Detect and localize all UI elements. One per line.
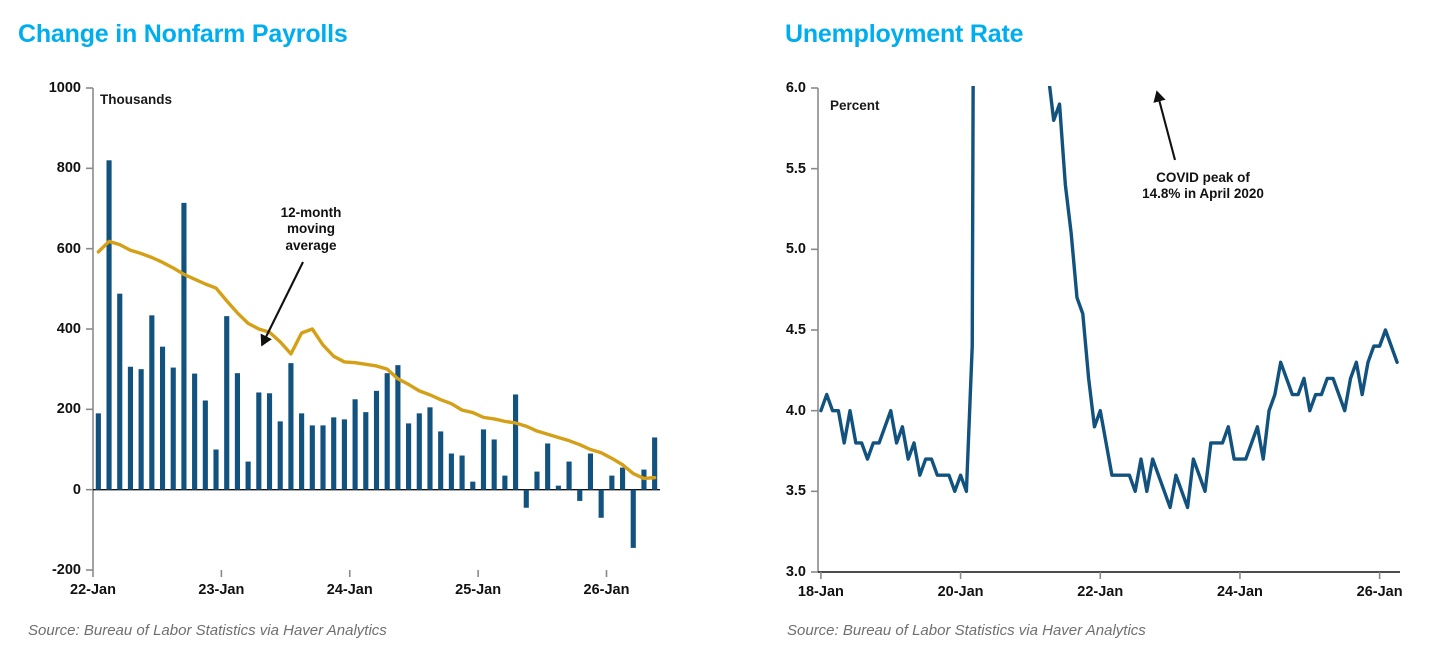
x-axis-tick-label: 18-Jan — [797, 584, 844, 600]
bar — [106, 160, 112, 490]
bar — [256, 392, 262, 490]
bar — [534, 471, 540, 490]
chart-unemployment-rate: 3.0 3.5 4.0 4.5 5.0 5.5 6.0 18-Jan 20-Jan 22-Jan 2… — [720, 0, 1440, 600]
source-note-nonfarm-payrolls: Source: Bureau of Labor Statistics via H… — [28, 622, 387, 639]
bar — [202, 400, 208, 490]
bar — [416, 413, 422, 490]
y-axis-tick-label: 0 — [72, 481, 81, 498]
annotation-covid-peak: COVID peak of 14.8% in April 2020 — [1142, 170, 1264, 202]
y-axis-tick-label: 5.0 — [785, 241, 806, 258]
bar — [181, 202, 187, 490]
bar — [480, 429, 487, 490]
y-axis-tick-label: 3.5 — [785, 483, 806, 500]
bar — [299, 413, 305, 490]
annotation-arrow-moving-average — [260, 261, 304, 347]
y-axis-tick-label: 4.0 — [785, 402, 806, 419]
bar — [309, 425, 315, 490]
x-axis-tick-label: 24-Jan — [1216, 584, 1263, 600]
bar — [341, 419, 347, 490]
bar — [523, 489, 529, 508]
bar — [619, 467, 626, 490]
bar — [395, 365, 401, 490]
bar — [245, 461, 251, 490]
bar — [373, 390, 380, 490]
bar — [234, 373, 240, 490]
bar — [277, 421, 283, 490]
bar — [95, 413, 101, 490]
bar — [513, 394, 519, 490]
bar — [438, 431, 444, 490]
bar — [555, 485, 561, 490]
bar — [427, 407, 433, 490]
x-axis-tick-label: 20-Jan — [937, 584, 984, 600]
y-axis-tick-label: -200 — [51, 562, 81, 578]
bar — [331, 417, 337, 490]
y-axis-tick-label: 1000 — [48, 80, 81, 96]
bar — [587, 453, 594, 490]
chart-nonfarm-payrolls: -200 0 200 400 600 800 1000 22-Jan 23-Jan 24-Jan 2… — [0, 0, 720, 600]
bar — [159, 346, 166, 490]
bar — [384, 373, 390, 490]
annotation-moving-average: 12-month moving average — [280, 205, 342, 253]
y-axis-tick-label: 200 — [56, 401, 81, 418]
bar — [170, 367, 176, 490]
bar — [598, 489, 604, 518]
bar — [192, 373, 198, 490]
bar — [213, 449, 219, 490]
page-title-unemployment-rate: Unemployment Rate — [785, 20, 1024, 48]
x-axis-tick-label: 26-Jan — [583, 582, 630, 598]
units-label-percent: Percent — [830, 98, 880, 113]
x-axis-tick-label: 25-Jan — [455, 582, 502, 598]
bar — [352, 399, 358, 490]
bar — [149, 315, 155, 490]
bar — [545, 443, 551, 490]
bar — [630, 489, 636, 548]
bar — [577, 489, 583, 501]
bar — [448, 453, 454, 490]
chart-canvas-unemployment-rate — [811, 86, 1400, 579]
y-axis-tick-label: 800 — [56, 160, 81, 177]
panel-nonfarm-payrolls: Change in Nonfarm Payrolls -200 0 200 400 60… — [0, 0, 720, 639]
bar — [363, 412, 369, 490]
y-axis-tick-label: 6.0 — [785, 80, 806, 96]
bar — [470, 481, 476, 490]
x-axis-tick-label: 26-Jan — [1356, 584, 1403, 600]
bar — [288, 363, 294, 490]
y-axis-tick-label: 600 — [56, 240, 81, 257]
y-axis-tick-label: 3.0 — [785, 564, 806, 580]
bar — [459, 455, 465, 490]
x-axis-tick-label: 23-Jan — [198, 582, 245, 598]
panel-unemployment-rate: Unemployment Rate 3.0 3.5 4.0 4.5 5.0 5.5 6.0 1… — [720, 0, 1440, 664]
page-title-nonfarm-payrolls: Change in Nonfarm Payrolls — [18, 20, 348, 48]
bar — [566, 461, 572, 490]
bar — [502, 475, 508, 490]
bar — [224, 316, 230, 490]
units-label-thousands: Thousands — [100, 92, 173, 107]
unemployment-rate-line — [819, 86, 1399, 510]
bar — [127, 366, 134, 490]
bar — [491, 439, 497, 490]
bar — [266, 393, 273, 490]
bar — [609, 475, 615, 490]
bar — [138, 369, 144, 490]
bar-series — [95, 160, 658, 548]
bar — [117, 293, 123, 490]
x-axis-tick-label: 24-Jan — [326, 582, 373, 598]
moving-average-line — [96, 239, 657, 481]
y-axis-tick-label: 5.5 — [785, 160, 806, 177]
bar — [406, 423, 412, 490]
bar — [652, 437, 658, 490]
y-axis-tick-label: 400 — [56, 321, 81, 337]
x-axis-tick-label: 22-Jan — [70, 582, 116, 598]
chart-canvas-nonfarm-payrolls — [86, 87, 660, 577]
annotation-arrow-covid-peak — [1153, 90, 1177, 161]
y-axis-tick-label: 4.5 — [785, 322, 806, 338]
x-axis-tick-label: 22-Jan — [1077, 584, 1124, 600]
source-note-unemployment-rate: Source: Bureau of Labor Statistics via H… — [787, 622, 1146, 639]
bar — [320, 425, 326, 490]
